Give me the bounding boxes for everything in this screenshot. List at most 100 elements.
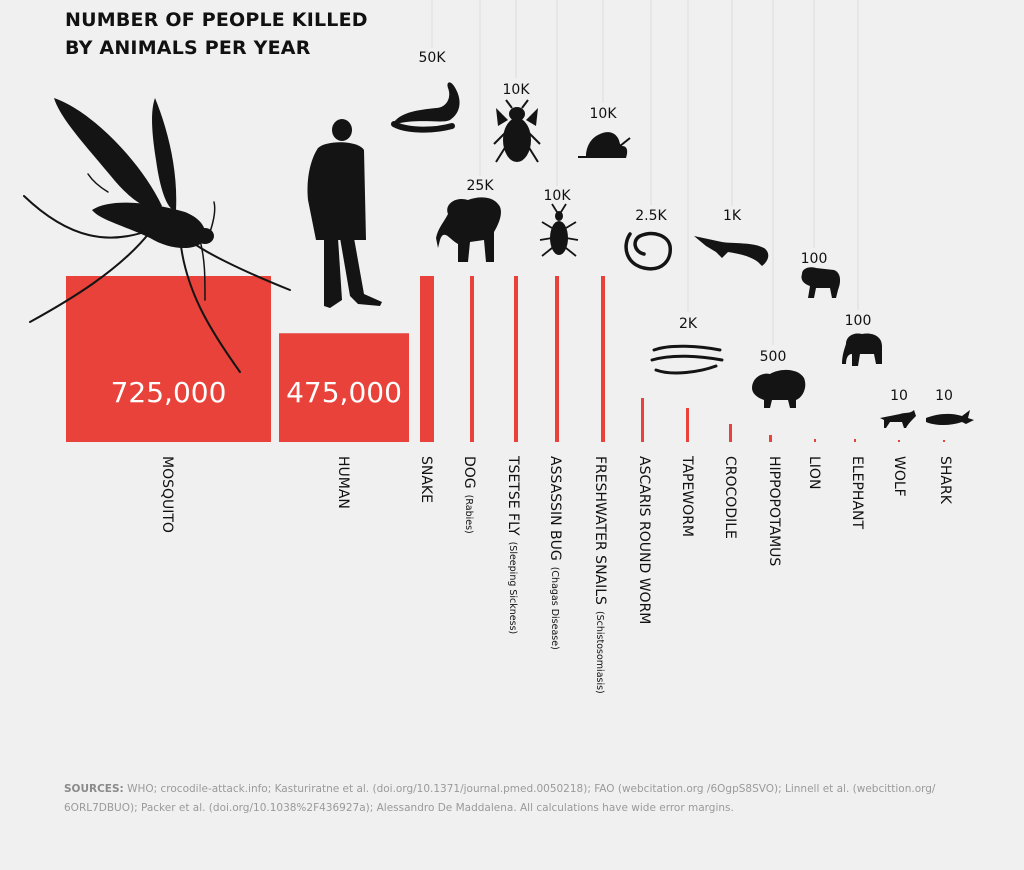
value-label-assassin-bug: 10K	[544, 188, 572, 204]
bar-lion	[814, 439, 816, 442]
category-note: (Sleeping Sickness)	[508, 542, 519, 635]
category-label-text: HUMAN	[335, 456, 351, 509]
category-label-text: WOLF	[891, 456, 907, 497]
category-label-group: ASSASSIN BUG (Chagas Disease)	[547, 456, 563, 650]
sources-line-2: 6ORL7DBUO); Packer et al. (doi.org/10.10…	[64, 802, 734, 814]
value-label-roundworm: 2.5K	[635, 208, 667, 224]
value-label-elephant: 100	[845, 313, 872, 329]
snake-icon	[391, 82, 460, 133]
tapeworm-icon	[650, 344, 724, 375]
value-label-dog: 25K	[467, 178, 495, 194]
shark-icon	[926, 410, 974, 425]
bar-elephant	[854, 439, 856, 442]
category-label-text: TAPEWORM	[679, 455, 695, 537]
bar-mosquito	[66, 276, 271, 442]
category-label: MOSQUITO	[159, 456, 175, 533]
category-label: ASSASSIN BUG	[547, 456, 563, 561]
category-note: (Chagas Disease)	[550, 567, 561, 650]
value-label-tapeworm: 2K	[679, 316, 698, 332]
bar-snail	[601, 276, 605, 442]
sources-line-1: WHO; crocodile-attack.info; Kasturiratne…	[127, 783, 936, 795]
snail-icon	[578, 132, 631, 158]
value-label-human: 475,000	[286, 376, 402, 409]
category-label-text: SHARK	[937, 456, 953, 505]
bar-dog	[470, 276, 474, 442]
chart-title-line-2: BY ANIMALS PER YEAR	[65, 37, 311, 59]
category-label-group: LION	[806, 456, 822, 489]
bar-wolf	[898, 440, 900, 442]
category-label-group: SHARK	[937, 456, 953, 505]
category-label: TAPEWORM	[679, 455, 695, 537]
mosquito-icon	[23, 98, 291, 373]
category-label: FRESHWATER SNAILS	[592, 456, 608, 605]
bar-human	[279, 333, 409, 442]
category-label-text: ELEPHANT	[849, 456, 865, 530]
category-label: CROCODILE	[722, 456, 738, 539]
category-label-group: TAPEWORM	[679, 455, 695, 537]
category-label-group: MOSQUITO	[159, 456, 175, 533]
category-label: LION	[806, 456, 822, 489]
category-note: (Rabies)	[464, 495, 475, 534]
hanging-strings	[431, 0, 859, 345]
bar-tsetse-fly	[514, 276, 518, 442]
category-label-group: DOG (Rabies)	[461, 456, 477, 534]
value-label-hippopotamus: 500	[760, 349, 787, 365]
category-label: ASCARIS ROUND WORM	[636, 456, 652, 624]
category-label-group: CROCODILE	[722, 456, 738, 539]
tsetse-fly-icon	[493, 99, 541, 163]
category-label-group: ELEPHANT	[849, 456, 865, 530]
bar-tapeworm	[686, 408, 689, 442]
category-label-group: SNAKE	[418, 456, 434, 503]
value-label-snail: 10K	[590, 106, 618, 122]
category-label: WOLF	[891, 456, 907, 497]
sources-note: SOURCES: WHO; crocodile-attack.info; Kas…	[64, 780, 964, 818]
category-note: (Schistosomiasis)	[595, 611, 606, 694]
category-label: SNAKE	[418, 456, 434, 503]
bar-hippopotamus	[769, 435, 772, 442]
bar-shark	[943, 440, 945, 442]
value-label-tsetse-fly: 10K	[503, 82, 531, 98]
category-label-group: WOLF	[891, 456, 907, 497]
dog-icon	[436, 197, 501, 262]
value-label-snake: 50K	[419, 50, 447, 66]
category-label-text: SNAKE	[418, 456, 434, 503]
category-label-group: HIPPOPOTAMUS	[766, 456, 782, 566]
value-label-lion: 100	[801, 251, 828, 267]
category-label-text: LION	[806, 456, 822, 489]
category-label-group: TSETSE FLY (Sleeping Sickness)	[505, 455, 521, 634]
category-label: HUMAN	[335, 456, 351, 509]
category-label: TSETSE FLY	[505, 455, 521, 536]
category-label: ELEPHANT	[849, 456, 865, 530]
roundworm-icon	[624, 231, 672, 271]
value-label-shark: 10	[935, 388, 953, 404]
sources-label: SOURCES:	[64, 783, 124, 795]
category-label-text: TSETSE FLY (Sleeping Sickness)	[505, 455, 521, 634]
value-label-wolf: 10	[890, 388, 908, 404]
category-label-text: HIPPOPOTAMUS	[766, 456, 782, 566]
category-label: DOG	[461, 456, 477, 489]
assassin-bug-icon	[539, 203, 579, 257]
category-label-text: CROCODILE	[722, 456, 738, 539]
bar-snake	[420, 276, 434, 442]
lion-icon	[801, 267, 841, 298]
category-label-group: FRESHWATER SNAILS (Schistosomiasis)	[592, 456, 608, 694]
elephant-icon	[842, 333, 882, 366]
category-label-text: MOSQUITO	[159, 456, 175, 533]
category-label-text: ASSASSIN BUG (Chagas Disease)	[547, 456, 563, 650]
bar-crocodile	[729, 424, 732, 442]
category-label: HIPPOPOTAMUS	[766, 456, 782, 566]
bar-assassin-bug	[555, 276, 559, 442]
category-label-text: DOG (Rabies)	[461, 456, 477, 534]
category-label: SHARK	[937, 456, 953, 505]
hippopotamus-icon	[752, 369, 806, 408]
human-icon	[307, 119, 382, 308]
wolf-icon	[880, 410, 916, 428]
category-label-group: ASCARIS ROUND WORM	[636, 456, 652, 624]
category-label-text: FRESHWATER SNAILS (Schistosomiasis)	[592, 456, 608, 694]
crocodile-icon	[694, 236, 769, 266]
bar-roundworm	[641, 398, 644, 442]
chart-title-line-1: NUMBER OF PEOPLE KILLED	[65, 9, 368, 31]
category-label-group: HUMAN	[335, 456, 351, 509]
value-label-mosquito: 725,000	[111, 376, 227, 409]
